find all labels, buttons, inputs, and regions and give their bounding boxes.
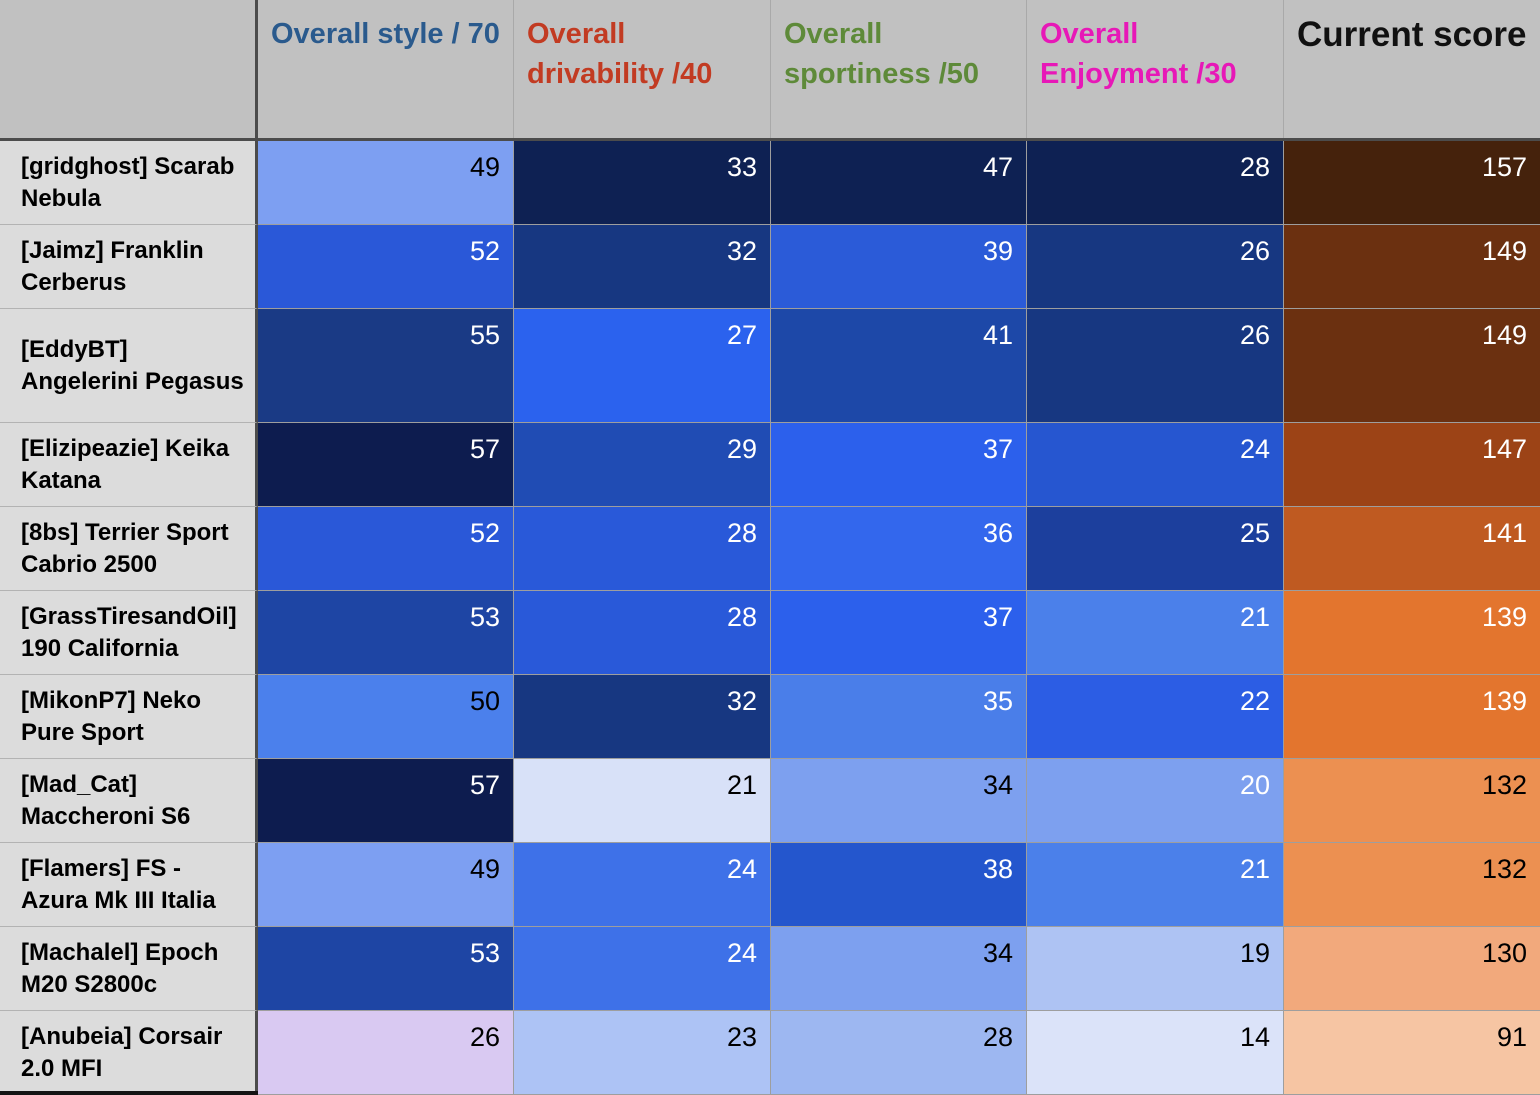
row-label-cell[interactable]: [Flamers] FS - Azura Mk III Italia [0,843,258,927]
score-cell[interactable]: 132 [1284,759,1540,843]
score-cell[interactable]: 24 [514,843,771,927]
score-cell[interactable]: 139 [1284,675,1540,759]
row-label-cell[interactable]: [EddyBT] Angelerini Pegasus [0,309,258,423]
score-cell[interactable]: 38 [771,843,1027,927]
score-cell[interactable]: 37 [771,423,1027,507]
score-cell[interactable]: 37 [771,591,1027,675]
score-cell[interactable]: 57 [258,423,514,507]
table-row: [Jaimz] Franklin Cerberus 52 32 39 26 149 [0,225,1540,309]
frozen-pane-bottom-edge [0,1091,258,1095]
row-label-cell[interactable]: [Anubeia] Corsair 2.0 MFI [0,1011,258,1095]
score-cell[interactable]: 50 [258,675,514,759]
score-cell[interactable]: 55 [258,309,514,423]
score-cell[interactable]: 52 [258,507,514,591]
score-cell[interactable]: 28 [514,507,771,591]
row-label-cell[interactable]: [Jaimz] Franklin Cerberus [0,225,258,309]
table-row: [MikonP7] Neko Pure Sport 50 32 35 22 139 [0,675,1540,759]
score-cell[interactable]: 49 [258,843,514,927]
score-cell[interactable]: 157 [1284,141,1540,225]
score-cell[interactable]: 27 [514,309,771,423]
score-cell[interactable]: 19 [1027,927,1284,1011]
row-label-cell[interactable]: [MikonP7] Neko Pure Sport [0,675,258,759]
table-body: [gridghost] Scarab Nebula 49 33 47 28 157 [J… [0,141,1540,1095]
row-label-cell[interactable]: [Mad_Cat] Maccheroni S6 [0,759,258,843]
score-cell[interactable]: 22 [1027,675,1284,759]
score-cell[interactable]: 47 [771,141,1027,225]
score-cell[interactable]: 20 [1027,759,1284,843]
score-cell[interactable]: 32 [514,675,771,759]
score-cell[interactable]: 14 [1027,1011,1284,1095]
score-cell[interactable]: 53 [258,927,514,1011]
score-cell[interactable]: 33 [514,141,771,225]
score-cell[interactable]: 28 [1027,141,1284,225]
score-cell[interactable]: 34 [771,927,1027,1011]
column-header-cell[interactable]: Overall style / 70 [258,0,514,138]
score-cell[interactable]: 49 [258,141,514,225]
score-cell[interactable]: 91 [1284,1011,1540,1095]
score-cell[interactable]: 35 [771,675,1027,759]
column-header-cell[interactable]: Current score [1284,0,1540,138]
score-cell[interactable]: 39 [771,225,1027,309]
score-cell[interactable]: 52 [258,225,514,309]
score-cell[interactable]: 130 [1284,927,1540,1011]
row-label-cell[interactable]: [GrassTiresandOil] 190 California [0,591,258,675]
score-cell[interactable]: 34 [771,759,1027,843]
score-cell[interactable]: 21 [1027,591,1284,675]
row-label-cell[interactable]: [Elizipeazie] Keika Katana [0,423,258,507]
table-row: [Elizipeazie] Keika Katana 57 29 37 24 147 [0,423,1540,507]
table-row: [Mad_Cat] Maccheroni S6 57 21 34 20 132 [0,759,1540,843]
score-cell[interactable]: 57 [258,759,514,843]
score-cell[interactable]: 26 [1027,225,1284,309]
score-cell[interactable]: 41 [771,309,1027,423]
table-row: [EddyBT] Angelerini Pegasus 55 27 41 26 149 [0,309,1540,423]
score-cell[interactable]: 25 [1027,507,1284,591]
column-header-cell[interactable]: Overall Enjoyment /30 [1027,0,1284,138]
score-cell[interactable]: 29 [514,423,771,507]
column-header-cell[interactable]: Overall drivability /40 [514,0,771,138]
score-cell[interactable]: 139 [1284,591,1540,675]
column-header-cell[interactable]: Overall sportiness /50 [771,0,1027,138]
score-cell[interactable]: 149 [1284,225,1540,309]
score-cell[interactable]: 53 [258,591,514,675]
score-cell[interactable]: 24 [1027,423,1284,507]
score-cell[interactable]: 132 [1284,843,1540,927]
score-cell[interactable]: 28 [771,1011,1027,1095]
score-cell[interactable]: 26 [1027,309,1284,423]
score-cell[interactable]: 21 [514,759,771,843]
table-row: [Flamers] FS - Azura Mk III Italia 49 24 3… [0,843,1540,927]
score-cell[interactable]: 26 [258,1011,514,1095]
score-cell[interactable]: 147 [1284,423,1540,507]
row-label-cell[interactable]: [Machalel] Epoch M20 S2800c [0,927,258,1011]
score-cell[interactable]: 149 [1284,309,1540,423]
header-row: Overall style / 70 Overall drivability /4… [0,0,1540,141]
score-cell[interactable]: 28 [514,591,771,675]
row-label-cell[interactable]: [8bs] Terrier Sport Cabrio 2500 [0,507,258,591]
table-row: [8bs] Terrier Sport Cabrio 2500 52 28 36 25… [0,507,1540,591]
table-row: [Machalel] Epoch M20 S2800c 53 24 34 19 130 [0,927,1540,1011]
score-cell[interactable]: 32 [514,225,771,309]
table-row: [GrassTiresandOil] 190 California 53 28 37… [0,591,1540,675]
score-cell[interactable]: 23 [514,1011,771,1095]
score-cell[interactable]: 36 [771,507,1027,591]
score-cell[interactable]: 141 [1284,507,1540,591]
score-cell[interactable]: 21 [1027,843,1284,927]
table-row: [Anubeia] Corsair 2.0 MFI 26 23 28 14 91 [0,1011,1540,1095]
score-cell[interactable]: 24 [514,927,771,1011]
row-label-cell[interactable]: [gridghost] Scarab Nebula [0,141,258,225]
corner-cell[interactable] [0,0,258,138]
table-row: [gridghost] Scarab Nebula 49 33 47 28 157 [0,141,1540,225]
